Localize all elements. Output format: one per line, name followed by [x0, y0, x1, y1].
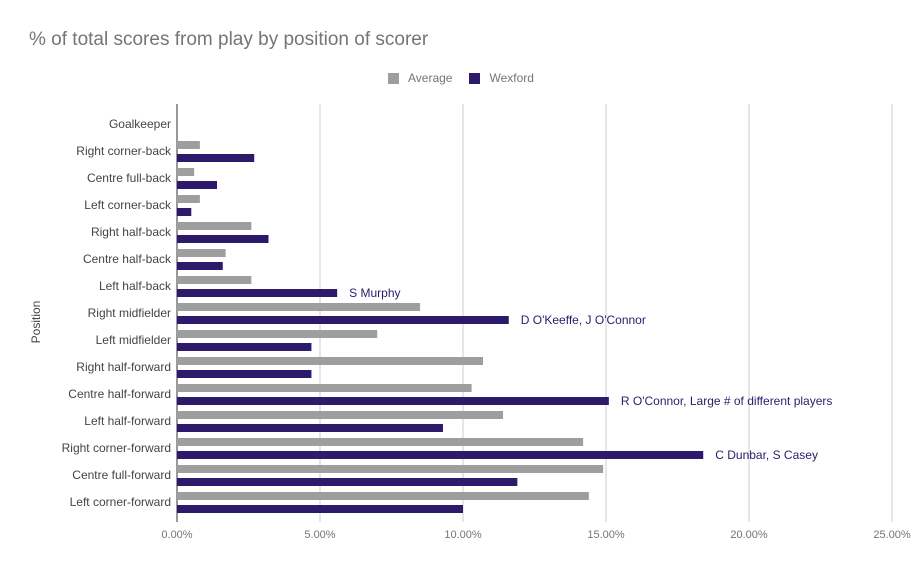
bar-wexford — [177, 208, 192, 216]
bar-average — [177, 195, 200, 203]
legend-swatch-average — [388, 72, 399, 84]
data-annotation: C Dunbar, S Casey — [715, 448, 818, 462]
legend: Average Wexford — [388, 71, 551, 85]
category-label: Right corner-back — [76, 144, 172, 158]
bar-wexford — [177, 370, 312, 378]
legend-item-wexford[interactable]: Wexford — [469, 71, 534, 85]
category-label: Left half-back — [99, 279, 172, 293]
bar-wexford — [177, 478, 518, 486]
category-label: Centre half-forward — [68, 387, 171, 401]
bar-average — [177, 411, 504, 419]
x-tick-label: 15.00% — [587, 529, 625, 541]
x-tick-label: 10.00% — [444, 529, 482, 541]
bar-average — [177, 141, 200, 149]
x-tick-label: 20.00% — [730, 529, 768, 541]
x-tick-label: 25.00% — [873, 529, 911, 541]
bar-average — [177, 357, 484, 365]
category-label: Left half-forward — [84, 414, 171, 428]
bar-wexford — [177, 181, 218, 189]
x-tick-label: 5.00% — [304, 529, 335, 541]
bar-wexford — [177, 397, 609, 405]
data-annotation: R O'Connor, Large # of different players — [621, 394, 833, 408]
category-label: Left midfielder — [96, 333, 171, 347]
category-label: Right half-forward — [76, 360, 171, 374]
category-label: Left corner-forward — [70, 495, 171, 509]
bar-average — [177, 276, 252, 284]
bar-average — [177, 384, 472, 392]
legend-swatch-wexford — [469, 72, 481, 84]
bar-wexford — [177, 451, 704, 459]
bar-wexford — [177, 505, 463, 513]
bar-average — [177, 330, 378, 338]
category-label: Right corner-forward — [62, 441, 171, 455]
category-label: Centre full-forward — [72, 468, 171, 482]
bar-average — [177, 438, 584, 446]
chart-title: % of total scores from play by position … — [29, 29, 429, 50]
bar-wexford — [177, 424, 443, 432]
x-tick-label: 0.00% — [161, 529, 192, 541]
data-annotation: S Murphy — [349, 286, 400, 300]
bar-wexford — [177, 316, 509, 324]
bar-wexford — [177, 289, 338, 297]
bar-wexford — [177, 154, 255, 162]
category-label: Left corner-back — [84, 198, 172, 212]
legend-label-wexford: Wexford — [489, 71, 534, 85]
bar-average — [177, 303, 421, 311]
bar-average — [177, 465, 604, 473]
bar-average — [177, 492, 589, 500]
category-label: Goalkeeper — [109, 117, 171, 131]
data-annotation: D O'Keeffe, J O'Connor — [521, 313, 646, 327]
bar-wexford — [177, 235, 269, 243]
category-label: Centre half-back — [83, 252, 172, 266]
bar-average — [177, 168, 195, 176]
bar-wexford — [177, 343, 312, 351]
bar-average — [177, 222, 252, 230]
category-label: Centre full-back — [87, 171, 172, 185]
bar-wexford — [177, 262, 223, 270]
category-label: Right half-back — [91, 225, 172, 239]
bar-average — [177, 249, 226, 257]
category-label: Right midfielder — [88, 306, 171, 320]
legend-label-average: Average — [408, 71, 453, 85]
legend-item-average[interactable]: Average — [388, 71, 452, 85]
